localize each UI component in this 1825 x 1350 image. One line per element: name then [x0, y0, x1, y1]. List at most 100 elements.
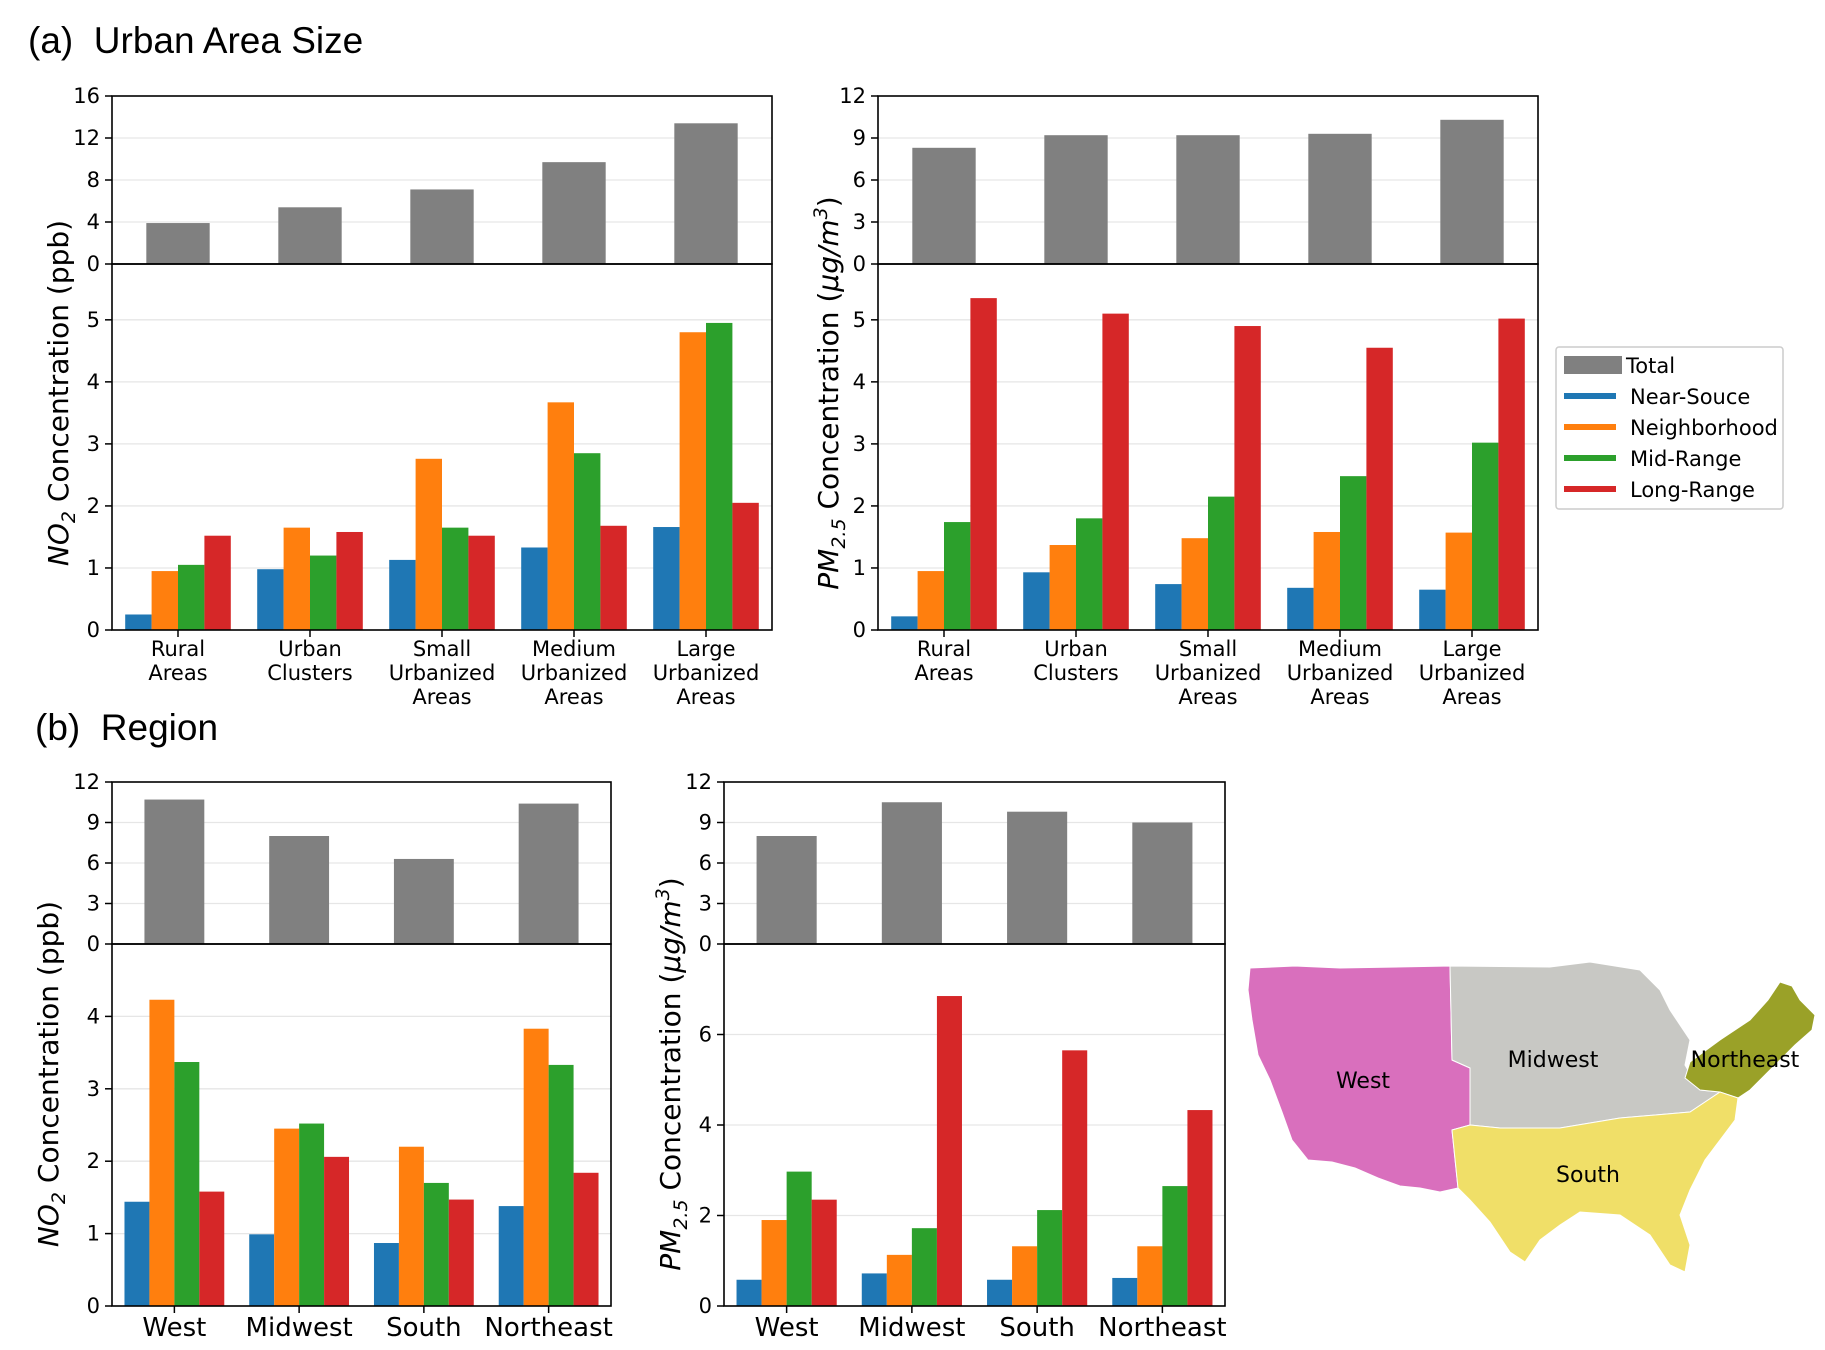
x-category-label: Northeast — [1098, 1313, 1226, 1343]
bar-near-souce-2 — [389, 559, 416, 630]
y-tick-label: 0 — [87, 932, 100, 956]
bar-mid-range-2 — [423, 1182, 449, 1306]
bar-neighborhood-2 — [398, 1146, 424, 1306]
bar-total-0 — [146, 223, 210, 264]
bar-long-range-0 — [199, 1191, 225, 1306]
y-tick-label: 2 — [699, 1204, 712, 1228]
bar-long-range-1 — [936, 996, 962, 1306]
x-category-label: Medium — [1298, 637, 1382, 661]
bar-near-souce-1 — [257, 569, 284, 630]
y-tick-label: 2 — [87, 494, 100, 518]
x-category-label: Areas — [914, 661, 973, 685]
bar-long-range-1 — [324, 1156, 350, 1306]
bar-total-1 — [269, 836, 330, 944]
y-tick-label: 3 — [699, 892, 712, 916]
y-tick-label: 3 — [87, 892, 100, 916]
y-tick-label: 3 — [87, 432, 100, 456]
y-tick-label: 12 — [73, 126, 100, 150]
bar-neighborhood-2 — [415, 458, 442, 630]
map-region-south — [1451, 1091, 1739, 1273]
bar-mid-range-1 — [299, 1123, 325, 1306]
section-a-title: (a) Urban Area Size — [28, 20, 364, 61]
legend-swatch-near-souce — [1564, 393, 1616, 399]
y-tick-label: 9 — [87, 811, 100, 835]
x-category-label: Areas — [1442, 685, 1501, 709]
y-tick-label: 12 — [839, 84, 866, 108]
bar-neighborhood-2 — [1181, 538, 1208, 630]
bar-mid-range-4 — [1472, 442, 1499, 630]
bar-total-2 — [1176, 135, 1240, 264]
bar-near-souce-3 — [1287, 587, 1314, 630]
legend-items: Total Near-Souce Neighborhood Mid-Range Long… — [1564, 354, 1778, 502]
x-category-label: Areas — [412, 685, 471, 709]
bar-long-range-3 — [1366, 347, 1393, 630]
legend-label-total: Total — [1625, 354, 1675, 378]
legend-label-neighborhood: Neighborhood — [1630, 416, 1778, 440]
y-tick-label: 4 — [699, 1113, 712, 1137]
map-region-midwest — [1449, 961, 1722, 1129]
bar-mid-range-3 — [548, 1064, 574, 1306]
x-category-label: South — [386, 1313, 462, 1343]
x-category-label: Areas — [544, 685, 603, 709]
legend-label-near-souce: Near-Souce — [1630, 385, 1750, 409]
y-tick-label: 4 — [853, 370, 866, 394]
bar-near-souce-0 — [736, 1279, 762, 1306]
y-tick-label: 6 — [87, 851, 100, 875]
bar-long-range-2 — [448, 1199, 474, 1306]
chart-b-pm25: 0 3 6 9 12 0 2 4 6 West Midwest South Northeast PM2.5… — [652, 770, 1227, 1343]
bar-near-souce-4 — [653, 527, 680, 630]
y-tick-label: 4 — [87, 370, 100, 394]
x-category-label: Areas — [676, 685, 735, 709]
y-tick-label: 6 — [699, 1023, 712, 1047]
bar-total-3 — [1132, 822, 1193, 944]
y-tick-label: 1 — [87, 556, 100, 580]
y-tick-label: 0 — [87, 252, 100, 276]
y-tick-label: 6 — [699, 851, 712, 875]
bottom-axes-frame — [111, 943, 612, 1307]
bar-mid-range-0 — [174, 1062, 200, 1306]
y-tick-label: 1 — [853, 556, 866, 580]
legend-frame — [1555, 346, 1784, 510]
bar-total-1 — [278, 207, 342, 264]
bar-neighborhood-0 — [149, 999, 175, 1306]
y-tick-label: 5 — [853, 308, 866, 332]
x-category-label: Northeast — [484, 1313, 612, 1343]
bar-total-2 — [393, 858, 454, 944]
y-tick-label: 3 — [853, 432, 866, 456]
bar-mid-range-0 — [786, 1171, 812, 1306]
x-category-label: West — [142, 1313, 206, 1343]
bar-long-range-4 — [732, 502, 759, 630]
bar-neighborhood-1 — [886, 1254, 912, 1306]
bar-long-range-0 — [811, 1199, 837, 1306]
bar-near-souce-4 — [1419, 589, 1446, 630]
bar-long-range-1 — [1102, 313, 1129, 630]
bar-neighborhood-4 — [1445, 532, 1472, 630]
y-tick-label: 0 — [853, 252, 866, 276]
x-category-label: West — [755, 1313, 819, 1343]
y-tick-label: 1 — [87, 1222, 100, 1246]
y-axis-label: PM2.5 Concentration (μg/m3) — [652, 877, 692, 1270]
bar-mid-range-2 — [1037, 1210, 1063, 1306]
bar-mid-range-1 — [310, 555, 337, 630]
bar-near-souce-1 — [249, 1234, 275, 1306]
bar-near-souce-2 — [373, 1243, 399, 1306]
y-axis-label: NO2 Concentration (ppb) — [32, 901, 70, 1247]
x-category-label: Small — [413, 637, 471, 661]
bar-near-souce-0 — [125, 614, 152, 630]
x-category-label: Urbanized — [521, 661, 628, 685]
x-category-label: Small — [1179, 637, 1237, 661]
y-tick-label: 5 — [87, 308, 100, 332]
bar-near-souce-2 — [1155, 584, 1182, 630]
chart-a-no2: 0481216012345RuralAreasUrbanClustersSmal… — [42, 84, 773, 709]
map-label-midwest: Midwest — [1508, 1048, 1599, 1073]
y-tick-label: 2 — [853, 494, 866, 518]
bar-total-3 — [518, 803, 579, 944]
charts-layer: 0481216012345RuralAreasUrbanClustersSmal… — [32, 84, 1539, 1343]
y-tick-label: 9 — [699, 811, 712, 835]
bar-mid-range-0 — [944, 522, 971, 630]
chart-a-pm25: 036912012345RuralAreasUrbanClustersSmall… — [810, 84, 1539, 709]
bar-neighborhood-1 — [274, 1128, 300, 1306]
x-category-label: Urbanized — [1155, 661, 1262, 685]
